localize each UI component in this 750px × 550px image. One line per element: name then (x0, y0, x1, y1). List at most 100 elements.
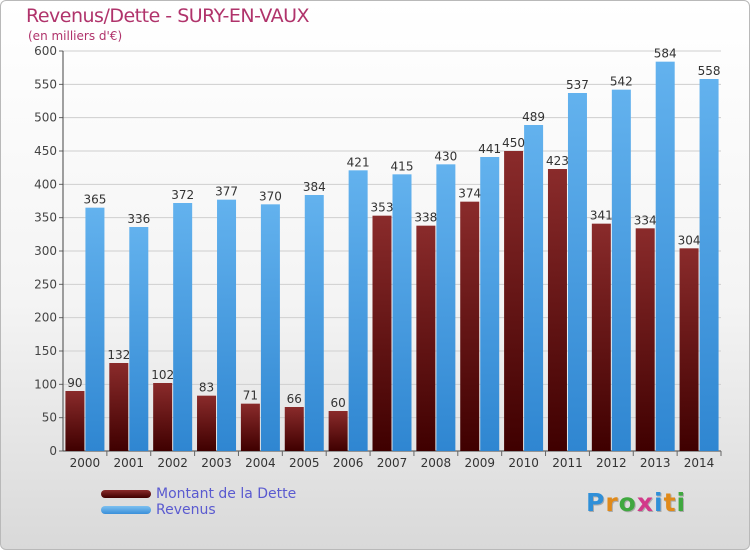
data-label-revenus: 441 (478, 142, 501, 156)
data-label-dette: 341 (590, 209, 613, 223)
data-label-revenus: 384 (303, 180, 326, 194)
data-label-dette: 353 (371, 201, 394, 215)
data-label-revenus: 558 (698, 64, 721, 78)
grid-lines (63, 50, 721, 452)
data-label-revenus: 377 (215, 185, 238, 199)
bar-revenus (348, 170, 368, 452)
data-label-dette: 132 (107, 348, 130, 362)
bar-revenus (129, 227, 149, 451)
data-label-dette: 334 (634, 213, 657, 227)
bar-dette (460, 201, 480, 451)
bar-revenus (304, 195, 324, 451)
x-tick-label: 2005 (289, 456, 320, 470)
y-tick-label: 350 (34, 211, 57, 225)
data-label-dette: 304 (678, 233, 701, 247)
data-label-revenus: 370 (259, 189, 282, 203)
proxiti-logo: Proxiti (586, 488, 687, 517)
bar-dette (679, 248, 699, 451)
bar-revenus (567, 93, 587, 451)
bar-revenus (392, 174, 412, 452)
data-label-revenus: 336 (127, 212, 150, 226)
y-tick-label: 600 (34, 44, 57, 58)
x-tick-label: 2012 (596, 456, 627, 470)
bar-dette (504, 151, 524, 451)
y-tick-label: 250 (34, 277, 57, 291)
data-label-revenus: 415 (391, 159, 414, 173)
legend-swatch-revenus (101, 506, 151, 514)
bar-revenus (611, 89, 631, 452)
x-tick-label: 2009 (464, 456, 495, 470)
bar-revenus (655, 61, 675, 452)
data-label-dette: 102 (151, 368, 174, 382)
data-label-revenus: 489 (522, 110, 545, 124)
bar-dette (240, 403, 260, 451)
data-label-dette: 83 (199, 381, 214, 395)
y-tick-label: 500 (34, 111, 57, 125)
bars (65, 61, 719, 452)
bar-dette (416, 225, 436, 451)
x-tick-label: 2004 (245, 456, 276, 470)
data-label-dette: 450 (502, 136, 525, 150)
bar-dette (372, 215, 392, 451)
bar-dette (328, 411, 348, 451)
data-label-revenus: 537 (566, 78, 589, 92)
data-label-dette: 374 (458, 187, 481, 201)
axes: 0 50 100 150 200 250 300 350 400 450 500 550 600 2000… (34, 44, 722, 470)
data-label-revenus: 365 (83, 193, 106, 207)
data-label-revenus: 421 (347, 155, 370, 169)
data-label-revenus: 542 (610, 75, 633, 89)
x-tick-label: 2014 (684, 456, 715, 470)
x-tick-label: 2001 (114, 456, 145, 470)
x-tick-label: 2008 (421, 456, 452, 470)
bar-dette (109, 363, 129, 451)
chart-subtitle: (en milliers d'€) (28, 29, 123, 43)
legend-label-revenus: Revenus (156, 502, 216, 518)
y-tick-label: 200 (34, 311, 57, 325)
x-tick-label: 2003 (201, 456, 232, 470)
y-tick-label: 550 (34, 77, 57, 91)
bar-dette (65, 391, 85, 451)
x-tick-label: 2000 (70, 456, 101, 470)
bar-revenus (699, 79, 719, 451)
bar-dette (547, 169, 567, 451)
bar-revenus (85, 207, 105, 451)
bar-dette (153, 383, 173, 451)
legend-label-dette: Montant de la Dette (156, 486, 297, 502)
bar-revenus (436, 164, 456, 452)
data-label-dette: 60 (330, 396, 345, 410)
bar-revenus (173, 203, 193, 451)
x-tick-label: 2011 (552, 456, 583, 470)
data-label-revenus: 584 (654, 47, 677, 61)
y-tick-label: 100 (34, 377, 57, 391)
y-tick-label: 450 (34, 144, 57, 158)
data-label-revenus: 430 (434, 149, 457, 163)
x-tick-label: 2007 (377, 456, 408, 470)
data-label-revenus: 372 (171, 188, 194, 202)
bar-dette (284, 407, 304, 451)
x-tick-label: 2006 (333, 456, 364, 470)
x-tick-label: 2010 (508, 456, 539, 470)
y-tick-label: 150 (34, 344, 57, 358)
data-label-dette: 423 (546, 154, 569, 168)
data-labels: 90 365 132 336 102 372 83 377 71 370 66 384 60 421 353… (67, 47, 720, 410)
x-tick-label: 2013 (640, 456, 671, 470)
x-tick-label: 2002 (157, 456, 188, 470)
y-tick-label: 400 (34, 177, 57, 191)
bar-revenus (480, 157, 500, 451)
data-label-dette: 71 (243, 389, 258, 403)
legend-swatch-dette (101, 490, 151, 498)
bar-dette (591, 223, 611, 451)
chart-title: Revenus/Dette - SURY-EN-VAUX (26, 5, 310, 27)
bar-revenus (260, 204, 280, 451)
bar-dette (635, 228, 655, 451)
y-tick-label: 50 (42, 411, 57, 425)
y-tick-label: 300 (34, 244, 57, 258)
data-label-dette: 338 (414, 211, 437, 225)
bar-revenus (524, 125, 544, 451)
y-tick-label: 0 (49, 444, 57, 458)
data-label-dette: 66 (287, 392, 302, 406)
bar-dette (197, 395, 217, 451)
bar-revenus (217, 199, 237, 451)
